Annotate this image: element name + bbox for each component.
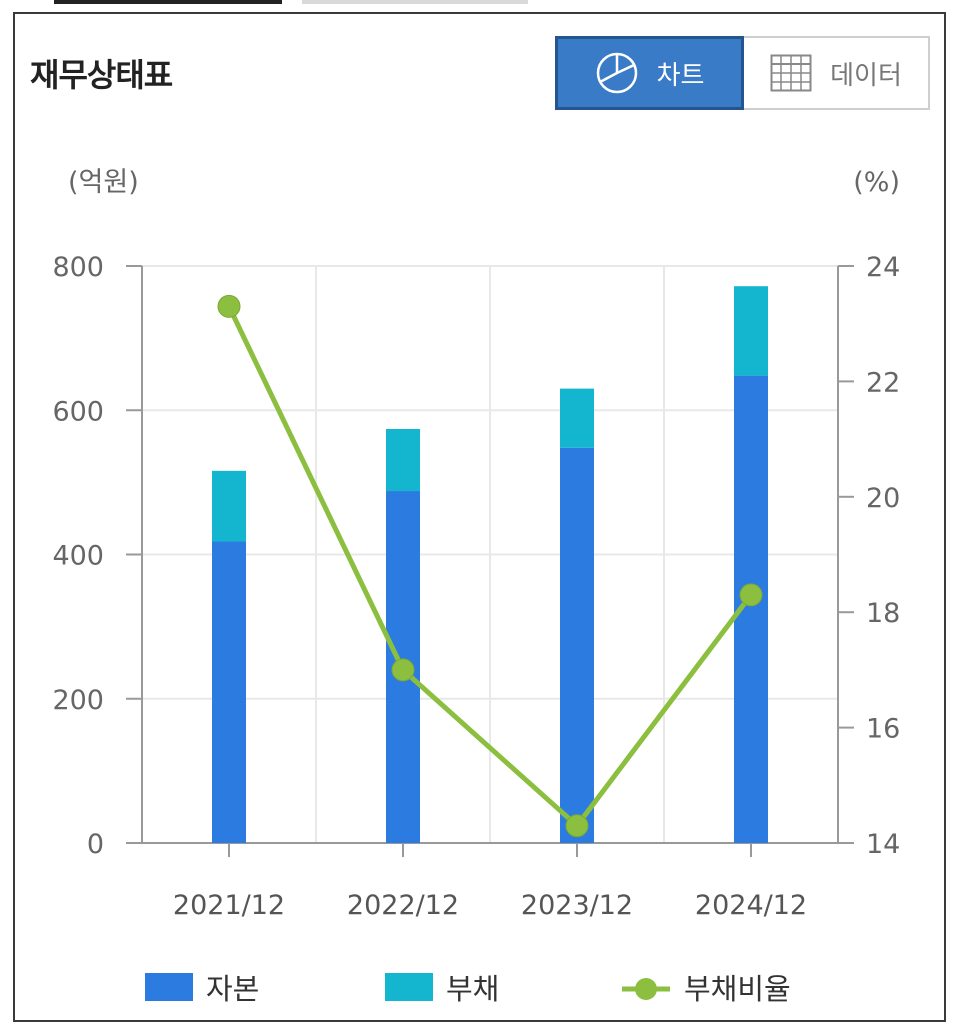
left-axis-tick-label: 400 xyxy=(52,541,104,572)
bar-equity xyxy=(212,541,246,843)
left-axis-unit: (억원) xyxy=(68,167,139,198)
left-axis-tick-label: 0 xyxy=(87,829,104,860)
left-axis-tick-label: 600 xyxy=(52,396,104,427)
debt-ratio-point xyxy=(391,658,415,682)
right-axis-tick-label: 14 xyxy=(866,829,900,860)
x-axis-tick-label: 2022/12 xyxy=(347,890,459,921)
chart-view-button[interactable]: 차트 xyxy=(555,36,744,110)
data-view-button[interactable]: 데이터 xyxy=(744,36,930,110)
x-axis-tick-label: 2021/12 xyxy=(173,890,285,921)
debt-ratio-line xyxy=(226,305,753,829)
legend-equity-swatch xyxy=(145,973,193,1001)
pie-chart-icon xyxy=(595,51,639,95)
data-view-label: 데이터 xyxy=(830,60,902,91)
right-axis-tick-label: 18 xyxy=(866,598,900,629)
x-axis-tick-label: 2024/12 xyxy=(695,890,807,921)
bar-equity xyxy=(560,447,594,843)
top-tab-active-indicator[interactable] xyxy=(54,0,282,4)
legend-liabilities-swatch xyxy=(385,973,433,1001)
right-axis-unit: (%) xyxy=(853,167,900,198)
legend-debt-ratio-label: 부채비율 xyxy=(684,972,791,1006)
left-axis-tick-label: 200 xyxy=(52,685,104,716)
right-axis-tick-label: 20 xyxy=(866,483,900,514)
bar-liabilities xyxy=(212,470,246,542)
bar-liabilities xyxy=(560,388,594,448)
table-grid-icon xyxy=(770,54,812,92)
financial-statement-panel xyxy=(13,12,946,1022)
legend-debt-ratio-marker xyxy=(635,978,657,1000)
x-axis-tick-label: 2023/12 xyxy=(521,890,633,921)
right-axis-tick-label: 16 xyxy=(866,714,900,745)
legend-equity-label: 자본 xyxy=(206,972,259,1006)
debt-ratio-point xyxy=(565,814,589,838)
view-toggle: 차트 데이터 xyxy=(555,36,930,110)
legend-liabilities-label: 부채 xyxy=(446,972,499,1006)
debt-ratio-point xyxy=(217,294,241,318)
top-tab-inactive-indicator[interactable] xyxy=(302,0,528,4)
page-title: 재무상태표 xyxy=(30,56,173,94)
right-axis-tick-label: 22 xyxy=(866,367,900,398)
bar-liabilities xyxy=(386,429,420,492)
bar-liabilities xyxy=(734,286,768,376)
debt-ratio-point xyxy=(739,583,763,607)
left-axis-tick-label: 800 xyxy=(52,252,104,283)
right-axis-tick-label: 24 xyxy=(866,252,900,283)
chart-view-label: 차트 xyxy=(656,60,705,91)
